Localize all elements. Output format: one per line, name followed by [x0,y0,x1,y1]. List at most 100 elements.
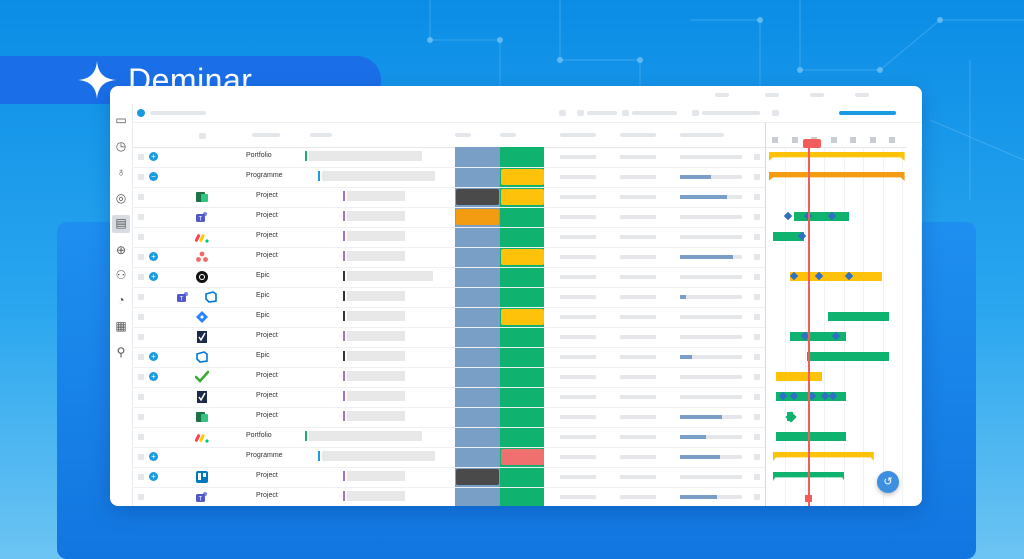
row-checkbox[interactable] [138,314,144,320]
row-name-placeholder[interactable] [347,371,405,381]
row-action[interactable] [754,254,760,260]
gantt-bar[interactable] [827,312,890,321]
row-name-placeholder[interactable] [347,311,405,321]
expand-toggle[interactable]: + [149,452,158,461]
health-cell[interactable] [501,189,544,205]
row-name-placeholder[interactable] [347,291,405,301]
row-name-placeholder[interactable] [347,391,405,401]
table-row[interactable]: Project [132,187,765,208]
gantt-scrollbar[interactable] [921,147,922,502]
gantt-bar[interactable] [775,372,822,381]
row-action[interactable] [754,474,760,480]
row-checkbox[interactable] [138,254,144,260]
row-name-placeholder[interactable] [347,271,433,281]
table-row[interactable]: T Epic [132,287,765,308]
row-checkbox[interactable] [138,334,144,340]
row-action[interactable] [754,154,760,160]
row-action[interactable] [754,454,760,460]
expand-toggle[interactable]: + [149,372,158,381]
table-row[interactable]: + Project [132,367,765,388]
chart-icon[interactable]: ◔ [117,293,125,307]
row-checkbox[interactable] [138,474,144,480]
row-name-placeholder[interactable] [347,351,405,361]
row-action[interactable] [754,394,760,400]
table-row[interactable]: + Epic [132,347,765,368]
toolbar-placeholder[interactable] [622,110,629,116]
row-action[interactable] [754,214,760,220]
gantt-bar[interactable] [806,352,890,361]
row-name-placeholder[interactable] [347,211,405,221]
health-cell[interactable] [501,249,544,265]
row-action[interactable] [754,174,760,180]
table-row[interactable]: + Epic [132,267,765,288]
row-checkbox[interactable] [138,434,144,440]
target-icon[interactable]: ◎ [115,191,127,205]
row-name-placeholder[interactable] [347,191,405,201]
table-row[interactable]: Project [132,227,765,248]
row-checkbox[interactable] [138,194,144,200]
toolbar-placeholder[interactable] [702,111,760,115]
table-row[interactable]: − Programme [132,167,765,188]
row-name-placeholder[interactable] [347,411,405,421]
toolbar-placeholder[interactable] [772,110,779,116]
status-cell[interactable] [456,209,499,225]
row-checkbox[interactable] [138,354,144,360]
health-cell[interactable] [501,449,544,465]
row-name-placeholder[interactable] [347,491,405,501]
row-checkbox[interactable] [138,394,144,400]
table-row[interactable]: Project [132,387,765,408]
row-checkbox[interactable] [138,154,144,160]
status-cell[interactable] [456,469,499,485]
table-row[interactable]: Epic [132,307,765,328]
expand-toggle[interactable]: + [149,352,158,361]
row-action[interactable] [754,414,760,420]
gantt-bar[interactable] [768,172,905,181]
row-name-placeholder[interactable] [322,171,435,181]
row-action[interactable] [754,234,760,240]
table-row[interactable]: Project [132,327,765,348]
row-name-placeholder[interactable] [309,431,422,441]
row-checkbox[interactable] [138,494,144,500]
toolbar-placeholder[interactable] [587,111,617,115]
table-row[interactable]: + Programme [132,447,765,468]
toolbar-placeholder[interactable] [632,111,677,115]
globe-icon[interactable]: ⊕ [115,243,127,257]
row-checkbox[interactable] [138,294,144,300]
expand-toggle[interactable]: + [149,472,158,481]
add-button[interactable] [137,109,145,117]
expand-toggle[interactable]: + [149,272,158,281]
row-action[interactable] [754,274,760,280]
building-icon[interactable]: ▦ [115,319,127,333]
expand-toggle[interactable]: + [149,252,158,261]
gantt-bar[interactable] [789,272,883,281]
help-button[interactable]: ↺ [877,471,899,493]
row-checkbox[interactable] [138,374,144,380]
today-marker[interactable] [803,139,821,148]
row-action[interactable] [754,494,760,500]
row-action[interactable] [754,354,760,360]
gantt-bar[interactable] [773,452,874,461]
table-row[interactable]: T Project [132,207,765,228]
status-cell[interactable] [456,189,499,205]
row-action[interactable] [754,194,760,200]
table-row[interactable]: Portfolio [132,427,765,448]
table-row[interactable]: Project [132,407,765,428]
clock-icon[interactable]: ◷ [115,139,127,153]
row-name-placeholder[interactable] [347,231,405,241]
row-checkbox[interactable] [138,274,144,280]
table-row[interactable]: + Portfolio [132,147,765,168]
briefcase-icon[interactable]: ▭ [115,113,127,127]
toolbar-placeholder[interactable] [559,110,566,116]
row-checkbox[interactable] [138,234,144,240]
gantt-bar[interactable] [768,152,905,161]
table-row[interactable]: + Project [132,467,765,488]
row-checkbox[interactable] [138,174,144,180]
gantt-bar[interactable] [775,432,846,441]
table-row[interactable]: + Project [132,247,765,268]
expand-toggle[interactable]: − [149,172,158,181]
health-cell[interactable] [501,309,544,325]
table-row[interactable]: T Project [132,487,765,506]
gantt-bar[interactable] [794,212,849,221]
row-name-placeholder[interactable] [322,451,435,461]
row-checkbox[interactable] [138,214,144,220]
